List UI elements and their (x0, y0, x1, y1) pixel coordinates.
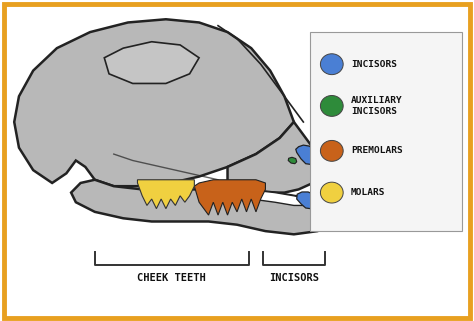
Ellipse shape (320, 182, 343, 203)
Polygon shape (71, 180, 337, 234)
Ellipse shape (320, 141, 343, 161)
Polygon shape (218, 189, 308, 205)
Polygon shape (104, 42, 199, 83)
Ellipse shape (320, 54, 343, 75)
Text: INCISORS: INCISORS (351, 60, 397, 69)
FancyBboxPatch shape (310, 32, 462, 231)
Polygon shape (137, 180, 194, 209)
Text: MOLARS: MOLARS (351, 188, 385, 197)
Polygon shape (297, 192, 317, 209)
Text: INCISORS: INCISORS (269, 273, 319, 283)
Text: AUXILIARY
INCISORS: AUXILIARY INCISORS (351, 96, 402, 116)
Polygon shape (14, 19, 294, 186)
Text: PREMOLARS: PREMOLARS (351, 146, 402, 155)
Polygon shape (228, 122, 322, 193)
Text: CHEEK TEETH: CHEEK TEETH (137, 273, 206, 283)
Ellipse shape (320, 96, 343, 116)
Polygon shape (194, 180, 265, 215)
Polygon shape (296, 145, 317, 164)
Polygon shape (288, 157, 297, 164)
